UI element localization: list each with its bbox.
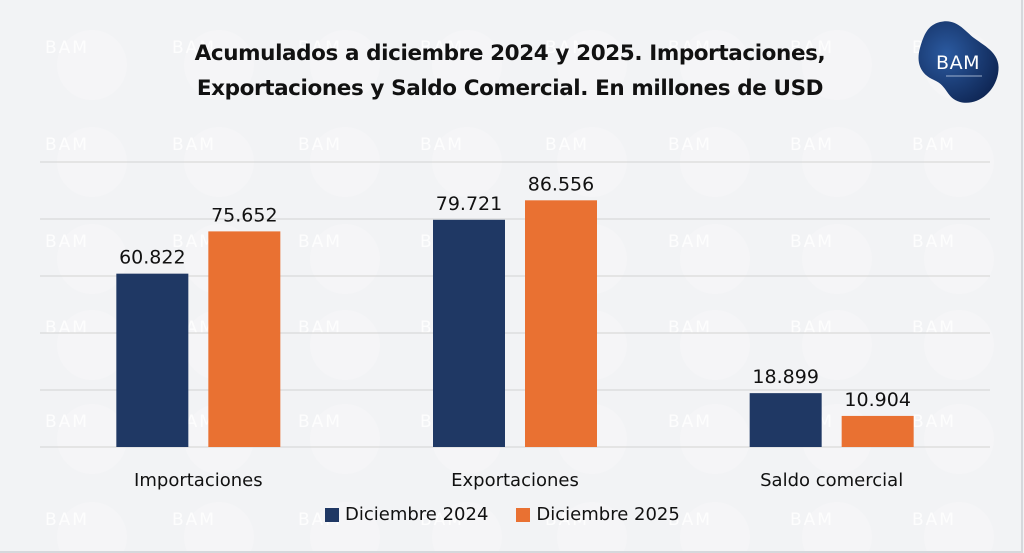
legend-item-2025[interactable]: Diciembre 2025 xyxy=(516,504,680,525)
watermark-text: BAM xyxy=(298,135,342,155)
watermark-text: BAM xyxy=(790,135,834,155)
watermark-text: BAM xyxy=(45,232,89,252)
watermark-text: BAM xyxy=(912,412,956,432)
watermark-text: BAM xyxy=(172,135,216,155)
bar-2024-importaciones[interactable] xyxy=(116,273,189,447)
legend-swatch-2025 xyxy=(516,507,531,522)
category-label: Exportaciones xyxy=(451,470,579,491)
watermark-circle xyxy=(924,502,994,551)
bar-2024-saldo-comercial[interactable] xyxy=(749,393,822,447)
watermark-text: BAM xyxy=(298,38,342,58)
watermark-circle xyxy=(57,224,127,294)
watermark-circle xyxy=(57,310,127,380)
watermark-circle xyxy=(57,404,127,474)
category-label: Saldo comercial xyxy=(760,470,903,491)
watermark-text: BAM xyxy=(420,135,464,155)
legend-swatch-2024 xyxy=(325,507,339,522)
watermark-text: BAM xyxy=(420,510,464,530)
watermark-text: BAM xyxy=(172,510,216,530)
chart-title-line-2: Exportaciones y Saldo Comercial. En mill… xyxy=(196,76,824,101)
chart-title-line-1: Acumulados a diciembre 2024 y 2025. Impo… xyxy=(194,41,826,66)
watermark-text: BAM xyxy=(790,38,834,58)
data-label: 75.652 xyxy=(211,204,277,226)
watermark-circle xyxy=(924,224,994,294)
watermark-text: BAM xyxy=(420,38,464,58)
watermark-text: BAM xyxy=(172,232,216,252)
chart-title: Acumulados a diciembre 2024 y 2025. Impo… xyxy=(110,36,910,106)
watermark-text: BAM xyxy=(668,412,712,432)
watermark-text: BAM xyxy=(668,510,712,530)
watermark-text: BAM xyxy=(912,232,956,252)
watermark-circle xyxy=(802,310,872,380)
watermark-text: BAM xyxy=(45,135,89,155)
watermark-text: BAM xyxy=(45,38,89,58)
data-label: 60.822 xyxy=(119,247,185,269)
watermark-text: BAM xyxy=(545,510,589,530)
watermark-text: BAM xyxy=(790,232,834,252)
bar-2025-importaciones[interactable] xyxy=(208,231,281,447)
watermark-circle xyxy=(924,310,994,380)
watermark-circle xyxy=(310,30,380,100)
watermark-circle xyxy=(680,30,750,100)
watermark-circle xyxy=(557,502,627,551)
watermark-circle xyxy=(680,310,750,380)
bam-logo-text: BAM xyxy=(936,52,980,74)
watermark-circle xyxy=(432,30,502,100)
data-label: 10.904 xyxy=(844,389,910,411)
watermark-circle xyxy=(802,224,872,294)
watermark-circle xyxy=(57,502,127,551)
data-label: 86.556 xyxy=(528,173,594,195)
watermark-text: BAM xyxy=(172,38,216,58)
legend-item-2024[interactable]: Diciembre 2024 xyxy=(325,504,488,525)
category-label: Importaciones xyxy=(134,470,263,491)
watermark-circle xyxy=(184,30,254,100)
watermark-circle xyxy=(310,310,380,380)
bar-2025-exportaciones[interactable] xyxy=(525,200,597,447)
watermark-circle xyxy=(680,224,750,294)
watermark-circle xyxy=(924,404,994,474)
legend-label-2025: Diciembre 2025 xyxy=(536,504,680,525)
watermark-circle xyxy=(57,30,127,100)
legend: Diciembre 2024 Diciembre 2025 xyxy=(325,504,708,525)
watermark-text: BAM xyxy=(45,510,89,530)
watermark-text: BAM xyxy=(45,412,89,432)
watermark-circle xyxy=(310,502,380,551)
watermark-text: BAM xyxy=(912,135,956,155)
data-label: 79.721 xyxy=(436,193,502,215)
watermark-circle xyxy=(802,502,872,551)
bar-2024-exportaciones[interactable] xyxy=(433,219,505,447)
watermark-circle xyxy=(557,30,627,100)
watermark-text: BAM xyxy=(790,510,834,530)
watermark-text: BAM xyxy=(668,38,712,58)
data-label: 18.899 xyxy=(752,366,818,388)
watermark-text: BAM xyxy=(298,412,342,432)
watermark-text: BAM xyxy=(912,510,956,530)
watermark-circle xyxy=(680,502,750,551)
watermark-text: BAM xyxy=(545,38,589,58)
watermark-text: BAM xyxy=(545,135,589,155)
legend-label-2024: Diciembre 2024 xyxy=(345,504,489,525)
bar-2025-saldo-comercial[interactable] xyxy=(841,415,914,447)
watermark-text: BAM xyxy=(668,232,712,252)
watermark-circle xyxy=(802,30,872,100)
bam-logo-icon xyxy=(918,21,999,103)
watermark-circle xyxy=(310,404,380,474)
watermark-text: BAM xyxy=(298,232,342,252)
watermark-text: BAM xyxy=(668,135,712,155)
watermark-circle xyxy=(184,502,254,551)
watermark-circle xyxy=(310,224,380,294)
watermark-circle xyxy=(432,502,502,551)
watermark-circle xyxy=(680,404,750,474)
